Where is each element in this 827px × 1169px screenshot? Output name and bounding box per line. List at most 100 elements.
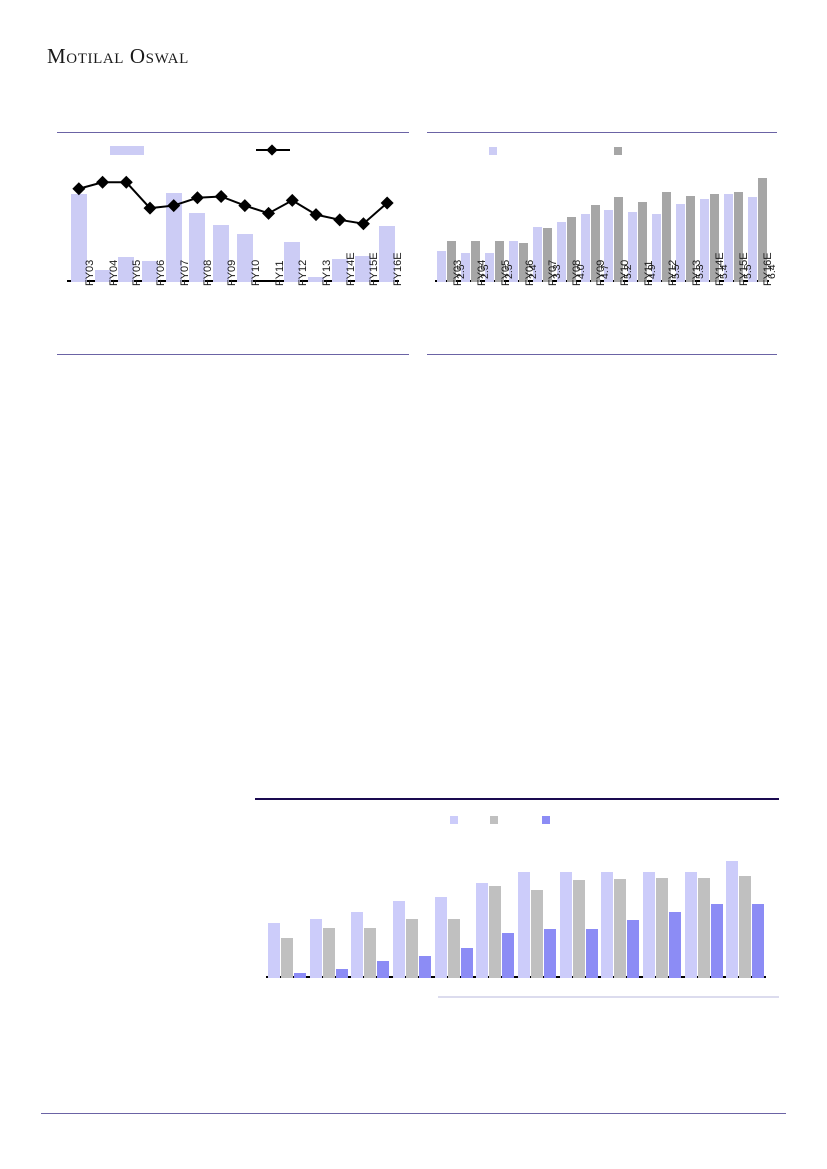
chart2-bottom-rule — [427, 354, 777, 355]
bar-series-periwinkle-6 — [502, 933, 515, 978]
chart3-top-rule — [255, 798, 779, 800]
line-marker-FY10 — [238, 199, 252, 213]
x-tick-label: FY05 — [499, 259, 512, 286]
chart-top-right: 1.91.81.82.53.43.74.24.44.34.24.85.15.45… — [427, 132, 778, 360]
bar-series-lavender-FY10 — [604, 210, 614, 282]
chart2-legend-item-gray — [614, 147, 622, 155]
chart2-top-rule — [427, 132, 777, 133]
bar-series-lavender-11 — [684, 872, 697, 978]
bar-series-lavender-FY09 — [580, 213, 590, 282]
bar-series-lavender-FY16E — [747, 197, 757, 282]
x-tick-label: FY16E — [392, 252, 405, 286]
legend-lavender-swatch-icon — [450, 816, 458, 824]
chart3-legend-item-periwinkle — [542, 816, 550, 824]
x-tick-label: FY14E — [714, 252, 727, 286]
bar-series-gray-FY15E — [733, 192, 743, 282]
bar-FY14E — [331, 258, 348, 282]
bar-series-lavender-3 — [351, 912, 364, 978]
x-tick-label: FY14E — [344, 252, 357, 286]
bar-series-lavender-FY07 — [532, 226, 542, 282]
brand-title: Motilal Oswal — [47, 44, 189, 68]
bar-series-gray-FY06 — [519, 242, 528, 282]
bar-series-periwinkle-3 — [377, 960, 390, 978]
bar-series-gray-12 — [739, 876, 752, 978]
bar-series-periwinkle-12 — [752, 904, 765, 978]
bar-series-lavender-FY06 — [509, 241, 518, 282]
x-tick-label: FY09 — [595, 259, 608, 286]
bar-series-lavender-FY15E — [723, 194, 733, 282]
bar-series-periwinkle-8 — [585, 929, 598, 978]
bar-series-gray-2 — [322, 927, 335, 978]
bar-series-gray-3 — [364, 927, 377, 978]
x-tick-label: FY03 — [451, 259, 464, 286]
chart3-bottom-rule — [438, 996, 779, 998]
chart1-line-series — [72, 175, 394, 231]
bar-series-lavender-4 — [392, 901, 405, 978]
chart-bottom — [255, 798, 779, 998]
chart1-legend-item-bar — [110, 146, 144, 155]
x-tick-label: FY13 — [321, 259, 333, 286]
bar-series-gray-6 — [489, 885, 502, 978]
x-tick-label: FY05 — [131, 259, 144, 286]
line-marker-FY13 — [309, 208, 323, 222]
legend-line-marker-icon — [256, 145, 290, 155]
chart3-legend-item-gray — [490, 816, 498, 824]
bar-series-gray-FY16E — [757, 177, 767, 282]
chart2-legend-item-lavender — [489, 147, 497, 155]
bar-series-periwinkle-5 — [460, 947, 473, 978]
bar-series-gray-FY09 — [590, 205, 600, 282]
bar-series-periwinkle-9 — [627, 919, 640, 978]
bar-FY06 — [142, 261, 158, 282]
chart1-legend-item-line — [256, 145, 290, 155]
x-tick-label: FY07 — [178, 259, 191, 286]
bar-series-gray-5 — [447, 918, 460, 978]
bar-series-gray-FY12 — [662, 192, 672, 282]
bar-series-lavender-FY05 — [485, 252, 495, 282]
x-tick-label: FY06 — [523, 259, 536, 286]
bar-FY13 — [308, 276, 324, 282]
x-tick-label: FY15E — [738, 252, 751, 286]
bar-series-lavender-10 — [642, 872, 655, 978]
chart2-plot: 1.91.81.82.53.43.74.24.44.34.24.85.15.45… — [435, 168, 778, 282]
bar-series-periwinkle-10 — [668, 912, 681, 978]
bar-series-lavender-7 — [517, 872, 530, 978]
legend-bar-swatch-icon — [110, 146, 144, 155]
line-marker-FY14E — [333, 213, 347, 227]
line-marker-FY07 — [167, 199, 181, 213]
chart3-x-axis — [266, 976, 766, 978]
x-tick-label: FY04 — [107, 259, 120, 286]
bar-series-gray-FY14E — [709, 194, 719, 282]
x-tick-label: FY12 — [666, 259, 679, 286]
bar-FY04 — [94, 270, 111, 282]
bar-series-gray-4 — [405, 918, 418, 978]
bar-FY03 — [70, 193, 87, 282]
x-tick-label: FY10 — [249, 259, 262, 286]
line-marker-FY12 — [285, 193, 299, 207]
bar-series-gray-8 — [572, 880, 585, 978]
chart1-x-axis — [67, 280, 399, 282]
x-tick-label: FY13 — [690, 259, 703, 286]
bar-series-lavender-2 — [309, 918, 322, 978]
line-marker-FY04 — [96, 175, 110, 189]
x-tick-label: FY07 — [547, 259, 560, 286]
line-marker-FY08 — [190, 191, 204, 205]
bar-series-gray-FY10 — [614, 197, 624, 282]
chart1-legend — [57, 144, 409, 160]
bar-series-gray-9 — [614, 879, 627, 978]
bar-series-lavender-9 — [601, 872, 614, 978]
bar-series-gray-11 — [697, 877, 710, 978]
bar-series-lavender-5 — [434, 897, 447, 978]
chart1-x-tick-labels: FY03 FY04 FY05 FY06 FY07 FY08 FY09 FY10 FY11 FY12… — [57, 252, 409, 346]
chart1-bottom-rule — [57, 354, 409, 355]
bar-FY15E — [355, 256, 372, 282]
bar-series-gray-FY03 — [447, 241, 457, 282]
line-marker-FY16E — [380, 196, 394, 210]
chart3-plot — [266, 846, 766, 978]
bar-series-lavender-12 — [726, 860, 739, 978]
bar-FY09 — [213, 225, 230, 282]
bar-series-gray-FY07 — [542, 228, 552, 282]
bar-FY05 — [118, 257, 135, 282]
bar-series-gray-FY11 — [638, 202, 648, 282]
chart2-x-axis — [435, 280, 769, 282]
